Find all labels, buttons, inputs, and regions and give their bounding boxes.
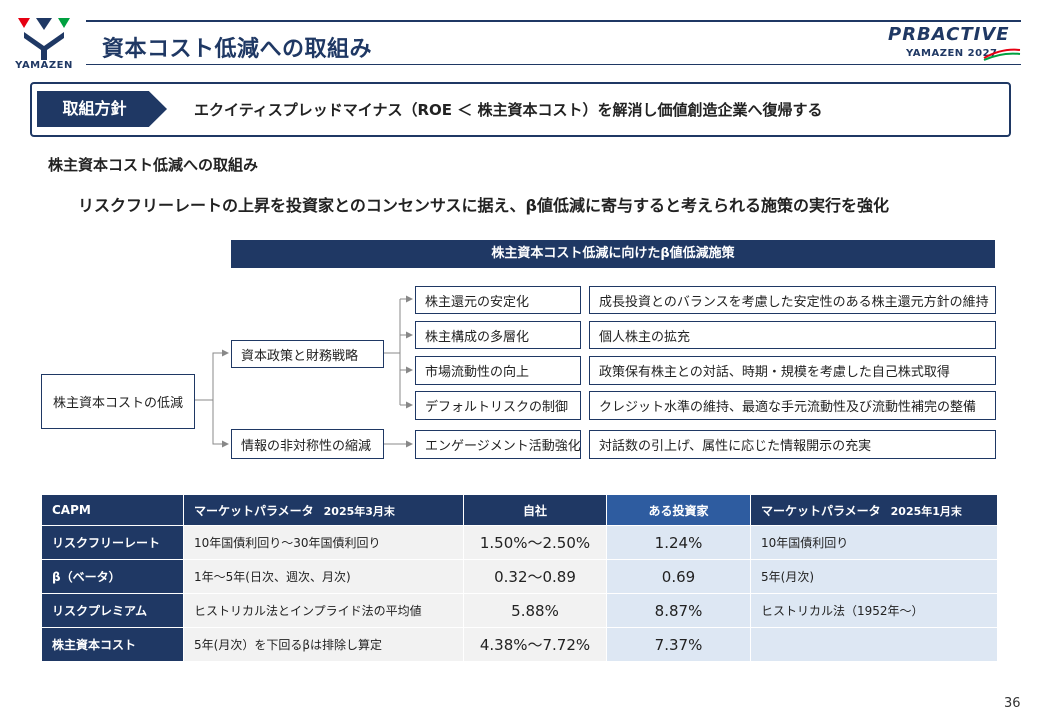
page-title: 資本コスト低減への取組み [102, 37, 373, 62]
diagram-detail-box: 個人株主の拡充 [589, 321, 996, 349]
cell-market: 10年国債利回り～30年国債利回り [183, 525, 464, 560]
diagram-measure-box: エンゲージメント活動強化 [415, 430, 581, 459]
yamazen-logo-icon [18, 18, 70, 60]
header-capm: CAPM [41, 494, 184, 526]
cell-investor: 1.24% [606, 525, 751, 560]
table-header-row: CAPM マーケットパラメータ 2025年3月末 自社 ある投資家 マーケットパラ… [41, 494, 998, 526]
diagram-banner: 株主資本コスト低減に向けたβ値低減施策 [231, 240, 995, 268]
logo-wordmark: YAMAZEN [15, 60, 73, 71]
diagram-measure-box: デフォルトリスクの制御 [415, 391, 581, 420]
diagram-detail-box: 成長投資とのバランスを考慮した安定性のある株主還元方針の維持 [589, 286, 996, 314]
header-market-param-2-label: マーケットパラメータ [761, 503, 881, 518]
policy-tag-label: 取組方針 [62, 99, 127, 118]
header-market-param-2-date: 2025年1月末 [890, 504, 962, 518]
diagram-detail-box: クレジット水準の維持、最適な手元流動性及び流動性補完の整備 [589, 391, 996, 420]
capm-table: CAPM マーケットパラメータ 2025年3月末 自社 ある投資家 マーケットパラ… [41, 494, 998, 662]
cell-market: ヒストリカル法とインプライド法の平均値 [183, 593, 464, 628]
plan-logo-subtitle: YAMAZEN 2027 [906, 48, 998, 59]
page-number: 36 [1004, 696, 1021, 711]
cell-market-2: ヒストリカル法（1952年～） [750, 593, 998, 628]
row-label: β（ベータ） [41, 559, 184, 594]
section-heading: 株主資本コスト低減への取組み [48, 156, 259, 174]
row-label: リスクフリーレート [41, 525, 184, 560]
cell-investor: 0.69 [606, 559, 751, 594]
header-market-param-date: 2025年3月末 [323, 504, 395, 518]
diagram-root-box: 株主資本コストの低減 [41, 374, 195, 429]
row-label: リスクプレミアム [41, 593, 184, 628]
header-market-param-2: マーケットパラメータ 2025年1月末 [750, 494, 998, 526]
diagram-measure-box: 株主還元の安定化 [415, 286, 581, 314]
cell-company: 0.32～0.89 [463, 559, 607, 594]
cell-market-2: 5年(月次) [750, 559, 998, 594]
cell-company: 4.38%～7.72% [463, 627, 607, 662]
table-row: 株主資本コスト 5年(月次）を下回るβは排除し算定 4.38%～7.72% 7.… [41, 627, 998, 662]
cell-market: 1年～5年(日次、週次、月次) [183, 559, 464, 594]
header-investor: ある投資家 [606, 494, 751, 526]
cell-company: 5.88% [463, 593, 607, 628]
cell-market-2 [750, 627, 998, 662]
diagram-measure-box: 市場流動性の向上 [415, 356, 581, 385]
header-market-param-label: マーケットパラメータ [194, 503, 314, 518]
policy-tag-shape [37, 91, 167, 127]
row-label: 株主資本コスト [41, 627, 184, 662]
cell-market-2: 10年国債利回り [750, 525, 998, 560]
diagram-branch-capital-policy: 資本政策と財務戦略 [231, 340, 384, 368]
section-subheading: リスクフリーレートの上昇を投資家とのコンセンサスに据え、β値低減に寄与すると考え… [78, 196, 889, 215]
title-rule-top [86, 20, 1021, 22]
table-row: リスクプレミアム ヒストリカル法とインプライド法の平均値 5.88% 8.87%… [41, 593, 998, 628]
cell-company: 1.50%～2.50% [463, 525, 607, 560]
header-company: 自社 [463, 494, 607, 526]
table-row: リスクフリーレート 10年国債利回り～30年国債利回り 1.50%～2.50% … [41, 525, 998, 560]
policy-box [30, 82, 1011, 137]
diagram-detail-box: 対話数の引上げ、属性に応じた情報開示の充実 [589, 430, 996, 459]
cell-investor: 8.87% [606, 593, 751, 628]
cell-investor: 7.37% [606, 627, 751, 662]
title-rule-bottom [86, 64, 1021, 65]
policy-statement: エクイティスプレッドマイナス（ROE ＜ 株主資本コスト）を解消し価値創造企業へ… [194, 101, 823, 119]
table-row: β（ベータ） 1年～5年(日次、週次、月次) 0.32～0.89 0.69 5年… [41, 559, 998, 594]
plan-logo-swoosh-icon [983, 48, 1021, 61]
diagram-detail-box: 政策保有株主との対話、時期・規模を考慮した自己株式取得 [589, 356, 996, 385]
header-market-param: マーケットパラメータ 2025年3月末 [183, 494, 464, 526]
cell-market: 5年(月次）を下回るβは排除し算定 [183, 627, 464, 662]
diagram-branch-information-asymmetry: 情報の非対称性の縮減 [231, 429, 384, 459]
diagram-measure-box: 株主構成の多層化 [415, 321, 581, 349]
plan-logo-word: PRBACTIVE [888, 24, 1010, 45]
